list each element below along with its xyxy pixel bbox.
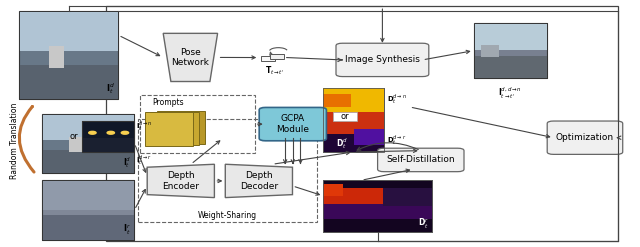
Text: $\mathbf{I}_{t\rightarrow t^{\prime}}^{d,d\rightarrow n}$: $\mathbf{I}_{t\rightarrow t^{\prime}}^{d… xyxy=(499,85,522,101)
Text: Self-Distillation: Self-Distillation xyxy=(387,155,455,165)
Text: $\mathbf{D}_{t}^{d\rightarrow r}$: $\mathbf{D}_{t}^{d\rightarrow r}$ xyxy=(387,133,406,147)
FancyBboxPatch shape xyxy=(323,188,383,204)
FancyBboxPatch shape xyxy=(323,201,432,219)
Circle shape xyxy=(89,131,96,134)
Text: $\mathbf{D}_{t}^{d\rightarrow n}$: $\mathbf{D}_{t}^{d\rightarrow n}$ xyxy=(387,93,407,106)
Text: or: or xyxy=(70,132,79,141)
Text: $\mathbf{I}_{t}^{d}$: $\mathbf{I}_{t}^{d}$ xyxy=(123,156,131,170)
Text: $\mathbf{I}_{t}^{r}$: $\mathbf{I}_{t}^{r}$ xyxy=(124,223,131,237)
FancyBboxPatch shape xyxy=(49,46,64,68)
FancyBboxPatch shape xyxy=(69,137,83,152)
Polygon shape xyxy=(147,164,214,198)
Text: Pose
Network: Pose Network xyxy=(172,48,209,67)
FancyBboxPatch shape xyxy=(19,65,118,99)
FancyBboxPatch shape xyxy=(261,56,275,61)
FancyArrowPatch shape xyxy=(19,106,34,172)
FancyBboxPatch shape xyxy=(474,23,547,50)
Text: $\mathbf{D}_{t}^{d}$: $\mathbf{D}_{t}^{d}$ xyxy=(335,136,348,151)
FancyBboxPatch shape xyxy=(474,56,547,78)
Text: GCPA
Module: GCPA Module xyxy=(276,114,309,134)
FancyBboxPatch shape xyxy=(354,129,384,145)
FancyBboxPatch shape xyxy=(323,94,351,107)
Text: Image Synthesis: Image Synthesis xyxy=(345,55,420,64)
FancyBboxPatch shape xyxy=(383,188,432,206)
FancyBboxPatch shape xyxy=(157,111,205,144)
FancyBboxPatch shape xyxy=(323,88,384,112)
FancyBboxPatch shape xyxy=(259,107,326,141)
FancyBboxPatch shape xyxy=(19,11,118,51)
Circle shape xyxy=(107,131,115,134)
Text: Weight-Sharing: Weight-Sharing xyxy=(198,211,257,220)
Text: Depth
Encoder: Depth Encoder xyxy=(163,171,199,191)
FancyBboxPatch shape xyxy=(323,185,343,196)
FancyBboxPatch shape xyxy=(42,180,134,210)
Text: $\mathbf{I}_{t}^{d}$: $\mathbf{I}_{t}^{d}$ xyxy=(106,82,115,96)
FancyBboxPatch shape xyxy=(547,121,623,154)
FancyBboxPatch shape xyxy=(19,11,118,99)
FancyBboxPatch shape xyxy=(378,148,464,172)
Text: $\mathbf{I}_{t}^{d\rightarrow r}$: $\mathbf{I}_{t}^{d\rightarrow r}$ xyxy=(136,153,152,167)
FancyBboxPatch shape xyxy=(481,45,499,57)
FancyBboxPatch shape xyxy=(42,114,134,173)
Text: or: or xyxy=(340,112,349,121)
FancyBboxPatch shape xyxy=(270,54,284,59)
FancyBboxPatch shape xyxy=(323,106,384,134)
FancyBboxPatch shape xyxy=(333,112,357,121)
Text: $\mathbf{D}_{t}^{r}$: $\mathbf{D}_{t}^{r}$ xyxy=(418,217,429,231)
FancyBboxPatch shape xyxy=(42,180,134,240)
FancyBboxPatch shape xyxy=(151,112,199,145)
FancyBboxPatch shape xyxy=(42,215,134,240)
Text: $\mathbf{I}_{t}^{d\rightarrow n}$: $\mathbf{I}_{t}^{d\rightarrow n}$ xyxy=(136,120,152,133)
Circle shape xyxy=(122,131,129,134)
Text: Random Translation: Random Translation xyxy=(10,103,19,179)
Polygon shape xyxy=(225,164,292,198)
FancyBboxPatch shape xyxy=(42,114,134,140)
FancyBboxPatch shape xyxy=(145,112,193,146)
FancyBboxPatch shape xyxy=(336,43,429,77)
FancyBboxPatch shape xyxy=(82,121,134,152)
Polygon shape xyxy=(163,33,218,82)
Text: Depth
Decoder: Depth Decoder xyxy=(240,171,278,191)
FancyBboxPatch shape xyxy=(323,88,384,152)
FancyBboxPatch shape xyxy=(474,23,547,78)
FancyBboxPatch shape xyxy=(323,180,432,232)
FancyBboxPatch shape xyxy=(82,138,134,152)
FancyArrowPatch shape xyxy=(357,143,419,150)
Text: Prompts: Prompts xyxy=(152,98,184,106)
Text: $\mathbf{T}_{t\rightarrow t^{\prime}}$: $\mathbf{T}_{t\rightarrow t^{\prime}}$ xyxy=(266,64,285,77)
FancyBboxPatch shape xyxy=(42,150,134,173)
Text: Optimization: Optimization xyxy=(556,133,614,142)
